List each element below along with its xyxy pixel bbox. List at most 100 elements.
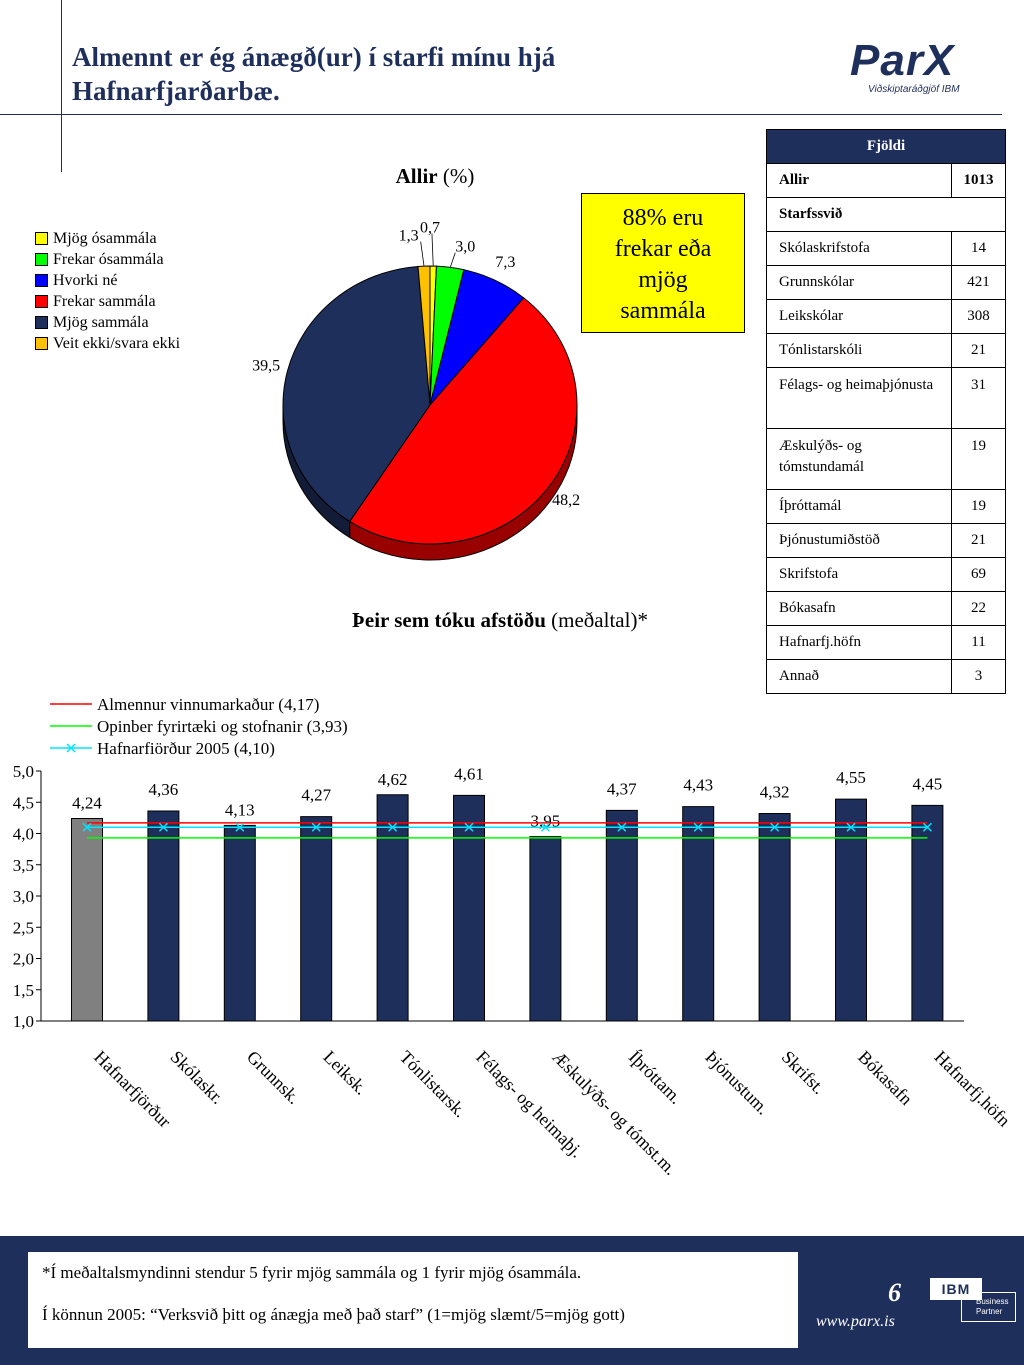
count-value: 1013 [951,163,1006,198]
x-category-label: Leiksk. [319,1047,371,1099]
legend-marker [66,743,76,753]
reference-marker [693,822,703,832]
count-label: Skrifstofa [766,557,952,592]
count-label: Bókasafn [766,591,952,626]
pie-title-bold: Allir [395,164,438,188]
legend-swatch [35,337,48,350]
bar [147,810,180,1022]
header-vertical-rule [61,0,62,172]
bar-value-label: 3,95 [531,812,561,831]
x-category-label: Tónlistarsk. [396,1047,471,1122]
count-row: Skrifstofa 69 [766,557,1006,592]
reference-marker [617,822,627,832]
bar [682,806,715,1022]
bar-chart: 1,0 1,5 2,0 2,5 3,0 3,5 4,0 4,5 5,0 4,24 4,36 4,13 4… [13,695,1015,1179]
ibm-business-partner-logo: Business Partner IBM [930,1278,1016,1322]
legend-item: Frekar ósammála [35,249,180,270]
count-label: Íþróttamál [766,489,952,524]
legend-label: Mjög ósammála [53,230,157,247]
bar [376,794,409,1022]
reference-marker [388,822,398,832]
pie-slice [348,297,578,545]
legend-item: Mjög sammála [35,312,180,333]
legend-label: Hafnarfiörður 2005 (4,10) [97,739,275,758]
parx-logo-text: ParX [850,36,955,85]
pie-leader-line [420,241,425,267]
y-tick-label: 5,0 [13,762,34,781]
legend-swatch [35,295,48,308]
legend-item: Veit ekki/svara ekki [35,333,180,354]
website-link[interactable]: www.parx.is [816,1313,895,1330]
count-label: Æskulýðs- og tómstundamál [766,428,952,490]
count-row: Íþróttamál 19 [766,489,1006,524]
count-label: Skólaskrifstofa [766,231,952,266]
bar-title-rest: (meðaltal)* [545,608,648,632]
x-category-label: Skólaskr. [167,1047,228,1108]
bar-value-label: 4,43 [683,776,713,795]
legend-item: Frekar sammála [35,291,180,312]
legend-label: Frekar sammála [53,293,156,310]
x-category-label: Hafnarfj.höfn [931,1047,1015,1131]
bar-value-label: 4,55 [836,768,866,787]
count-row: Skólaskrifstofa 14 [766,231,1006,266]
count-label: Félags- og heimaþjónusta [766,367,952,429]
y-tick-label: 4,0 [13,825,34,844]
reference-marker [922,822,932,832]
reference-marker [846,822,856,832]
x-category-label: Æskulýðs- og tómst.m. [549,1047,681,1179]
count-row: Hafnarfj.höfn 11 [766,625,1006,660]
x-category-label: Grunnsk. [243,1047,304,1108]
summary-callout: 88% eru frekar eða mjög sammála [581,193,745,333]
page-title: Almennt er ég ánægð(ur) í starfi mínu hj… [72,40,732,108]
count-value: 21 [951,523,1006,558]
pie-value-label: 39,5 [252,358,280,375]
count-label: Annað [766,659,952,694]
reference-marker [158,822,168,832]
parx-logo: ParX Viðskiptaráðgjöf IBM [850,36,990,96]
count-row: Leikskólar 308 [766,299,1006,334]
count-value: 11 [951,625,1006,660]
bar [758,813,791,1022]
count-value: 3 [951,659,1006,694]
bar-value-label: 4,24 [72,794,102,813]
footnote-box: *Í meðaltalsmyndinni stendur 5 fyrir mjö… [28,1252,798,1348]
legend-swatch [35,316,48,329]
count-label: Þjónustumiðstöð [766,523,952,558]
count-row: Annað 3 [766,659,1006,694]
legend-label: Mjög sammála [53,314,149,331]
reference-marker [464,822,474,832]
legend-label: Frekar ósammála [53,251,164,268]
count-value: 308 [951,299,1006,334]
bar-title-bold: Þeir sem tóku afstöðu [352,608,546,632]
bar-chart-title: Þeir sem tóku afstöðu (meðaltal)* [240,608,760,633]
bar-value-label: 4,27 [301,786,331,805]
count-row: Bókasafn 22 [766,591,1006,626]
reference-marker [770,822,780,832]
count-row: Æskulýðs- og tómstundamál 19 [766,428,1006,490]
bar-value-label: 4,37 [607,779,637,798]
count-value: 19 [951,489,1006,524]
count-row-total: Allir 1013 [766,163,1006,198]
reference-marker [235,822,245,832]
pie-title-rest: (%) [437,164,475,188]
count-row: Félags- og heimaþjónusta 31 [766,367,1006,429]
pie-value-label: 7,3 [495,254,515,271]
count-value: 31 [951,367,1006,429]
callout-line3: mjög [638,267,688,293]
bar [71,818,103,1022]
count-label: Hafnarfj.höfn [766,625,952,660]
count-row: Grunnskólar 421 [766,265,1006,300]
x-category-label: Skrifst. [778,1047,829,1098]
header-rule [0,114,1002,115]
callout-line1: 88% eru [622,205,704,231]
legend-item: Hvorki né [35,270,180,291]
pie-chart: 0,7 3,0 7,3 48,2 39,5 1,3 [252,219,580,561]
count-table-header: Fjöldi [766,129,1006,164]
bar-value-label: 4,61 [454,764,484,783]
bar-value-label: 4,36 [149,780,179,799]
bar [300,816,333,1022]
count-section-label: Starfssvið [766,197,1006,232]
pie-value-label: 3,0 [455,239,475,256]
parx-logo-subtitle: Viðskiptaráðgjöf IBM [868,84,960,95]
reference-marker [311,822,321,832]
